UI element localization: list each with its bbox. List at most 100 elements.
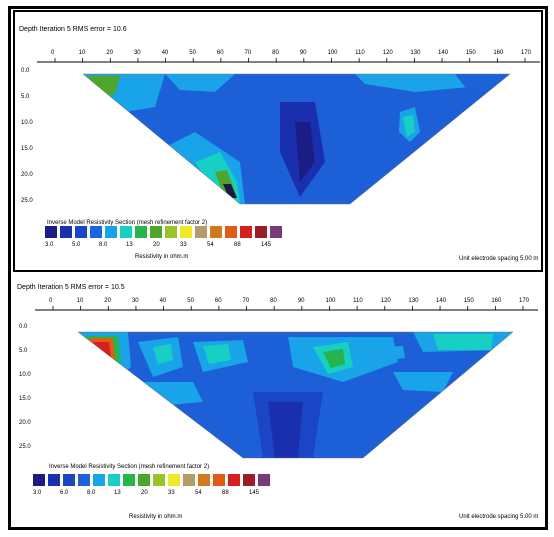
legend-swatch bbox=[240, 226, 252, 238]
legend-title: Inverse Model Resistivity Section (mesh … bbox=[49, 464, 210, 470]
x-tick-label: 150 bbox=[463, 298, 474, 304]
x-tick-label: 100 bbox=[327, 50, 338, 56]
legend-swatch bbox=[258, 474, 270, 486]
x-tick-label: 140 bbox=[436, 298, 447, 304]
section-header: Depth Iteration 5 RMS error = 10.5 bbox=[17, 284, 125, 291]
resistivity-section-2: Depth Iteration 5 RMS error = 10.5 bbox=[13, 282, 543, 526]
x-tick-label: 60 bbox=[214, 298, 222, 304]
x-tick-label: 160 bbox=[491, 298, 502, 304]
x-tick-label: 110 bbox=[353, 298, 363, 304]
x-tick-label: 0 bbox=[49, 298, 53, 304]
legend-value: 5.0 bbox=[72, 242, 81, 248]
legend-value: 33 bbox=[168, 490, 175, 496]
legend-swatch bbox=[195, 226, 207, 238]
x-tick-label: 40 bbox=[161, 50, 169, 56]
x-tick-label: 40 bbox=[159, 298, 167, 304]
section-header: Depth Iteration 5 RMS error = 10.6 bbox=[19, 26, 127, 33]
x-tick-label: 110 bbox=[355, 50, 365, 56]
section-plot bbox=[37, 58, 540, 238]
x-axis-ticks bbox=[54, 58, 526, 62]
legend-swatch bbox=[120, 226, 132, 238]
x-tick-label: 170 bbox=[519, 298, 530, 304]
depth-tick-label: 25.0 bbox=[19, 444, 31, 450]
legend-swatch bbox=[93, 474, 105, 486]
legend-swatch bbox=[213, 474, 225, 486]
x-tick-label: 120 bbox=[382, 50, 393, 56]
legend-swatch bbox=[108, 474, 120, 486]
x-tick-label: 0 bbox=[51, 50, 55, 56]
x-tick-label: 30 bbox=[131, 298, 139, 304]
depth-tick-label: 0.0 bbox=[19, 324, 28, 330]
legend-swatch bbox=[210, 226, 222, 238]
legend-value: 8.0 bbox=[99, 242, 108, 248]
legend-value: 33 bbox=[180, 242, 187, 248]
legend-value: 20 bbox=[141, 490, 148, 496]
legend-swatch bbox=[123, 474, 135, 486]
legend-swatch bbox=[105, 226, 117, 238]
depth-tick-label: 0.0 bbox=[21, 68, 30, 74]
legend-value: 88 bbox=[234, 242, 241, 248]
legend-swatch bbox=[255, 226, 267, 238]
legend-swatch bbox=[33, 474, 45, 486]
x-tick-label: 50 bbox=[187, 298, 194, 304]
x-tick-label: 70 bbox=[244, 50, 252, 56]
legend-swatch bbox=[63, 474, 75, 486]
scale-note: Unit electrode spacing 5.00 m bbox=[459, 514, 539, 520]
legend-swatch bbox=[138, 474, 150, 486]
legend-swatch bbox=[183, 474, 195, 486]
legend-swatch bbox=[168, 474, 180, 486]
x-tick-label: 80 bbox=[272, 50, 279, 56]
legend-swatch bbox=[60, 226, 72, 238]
color-legend bbox=[45, 226, 282, 238]
color-legend bbox=[33, 474, 270, 486]
x-tick-label: 60 bbox=[216, 50, 224, 56]
legend-label: Resistivity in ohm.m bbox=[135, 254, 189, 260]
x-tick-label: 100 bbox=[325, 298, 336, 304]
x-tick-label: 80 bbox=[270, 298, 277, 304]
x-axis-ticks bbox=[52, 306, 524, 310]
depth-tick-label: 5.0 bbox=[21, 94, 30, 100]
legend-swatch bbox=[135, 226, 147, 238]
depth-tick-label: 25.0 bbox=[21, 198, 33, 204]
x-tick-label: 10 bbox=[76, 298, 84, 304]
x-tick-label: 130 bbox=[410, 50, 421, 56]
legend-value: 145 bbox=[261, 242, 272, 248]
depth-tick-label: 15.0 bbox=[21, 146, 33, 152]
x-tick-label: 90 bbox=[299, 50, 307, 56]
legend-swatch bbox=[270, 226, 282, 238]
legend-swatch bbox=[228, 474, 240, 486]
depth-tick-label: 20.0 bbox=[21, 172, 33, 178]
depth-tick-label: 20.0 bbox=[19, 420, 31, 426]
legend-value: 13 bbox=[114, 490, 121, 496]
x-tick-label: 10 bbox=[78, 50, 86, 56]
legend-value: 13 bbox=[126, 242, 133, 248]
legend-swatch bbox=[150, 226, 162, 238]
depth-tick-label: 10.0 bbox=[19, 372, 31, 378]
legend-value: 3.0 bbox=[45, 242, 54, 248]
x-tick-label: 20 bbox=[104, 298, 111, 304]
legend-title: Inverse Model Resistivity Section (mesh … bbox=[47, 220, 208, 226]
x-tick-label: 130 bbox=[408, 298, 419, 304]
legend-value: 145 bbox=[249, 490, 260, 496]
legend-value: 6.0 bbox=[60, 490, 69, 496]
legend-swatch bbox=[45, 226, 57, 238]
legend-swatch bbox=[243, 474, 255, 486]
depth-tick-label: 10.0 bbox=[21, 120, 33, 126]
legend-swatch bbox=[180, 226, 192, 238]
depth-tick-label: 15.0 bbox=[19, 396, 31, 402]
section-plot bbox=[33, 306, 538, 486]
x-tick-label: 170 bbox=[521, 50, 532, 56]
x-tick-label: 120 bbox=[380, 298, 391, 304]
legend-value: 8.0 bbox=[87, 490, 96, 496]
x-tick-label: 20 bbox=[106, 50, 113, 56]
legend-value: 54 bbox=[207, 242, 214, 248]
x-tick-label: 140 bbox=[438, 50, 449, 56]
x-tick-label: 90 bbox=[297, 298, 305, 304]
legend-value: 3.0 bbox=[33, 490, 42, 496]
scale-note: Unit electrode spacing 5.00 m bbox=[459, 256, 539, 262]
legend-value: 88 bbox=[222, 490, 229, 496]
legend-label: Resistivity in ohm.m bbox=[129, 514, 183, 520]
x-tick-label: 160 bbox=[493, 50, 504, 56]
legend-swatch bbox=[198, 474, 210, 486]
x-tick-label: 30 bbox=[133, 50, 141, 56]
